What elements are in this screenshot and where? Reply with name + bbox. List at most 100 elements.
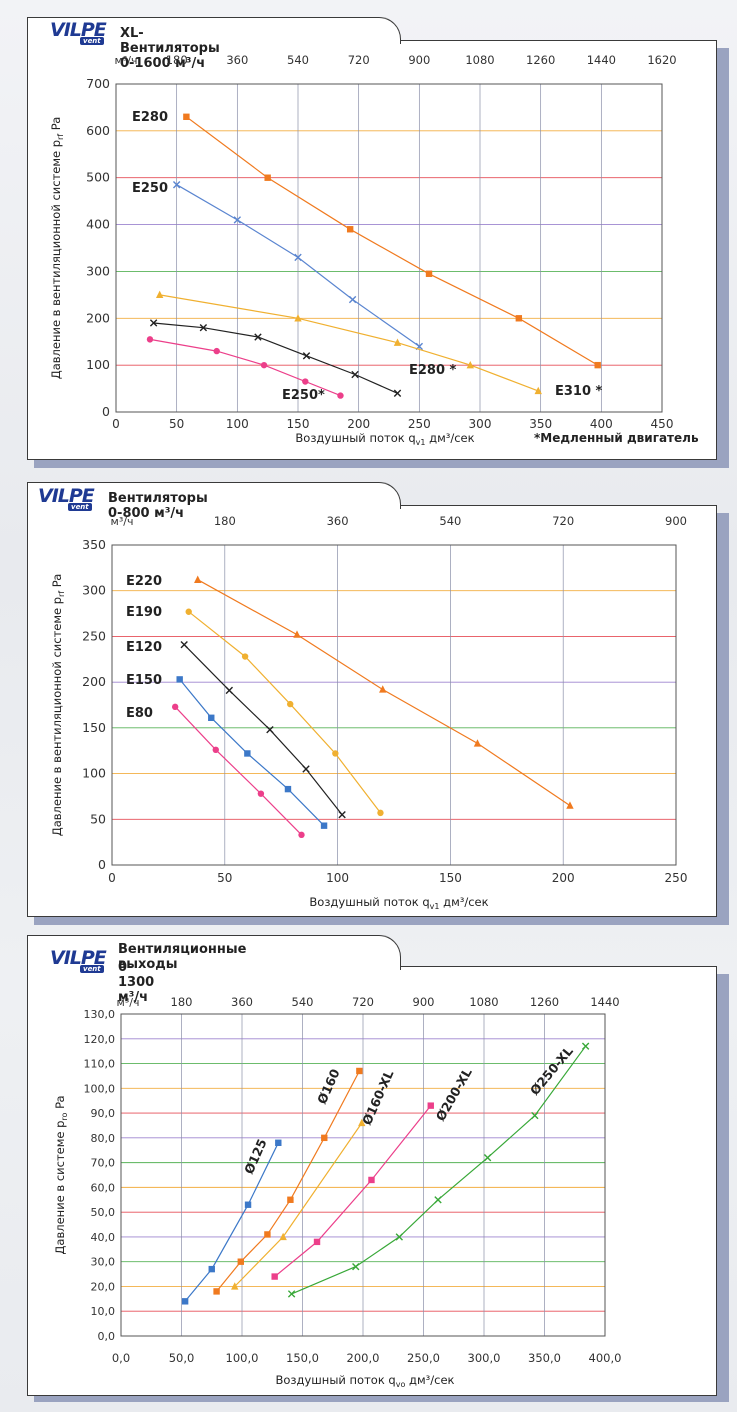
data-point-marker xyxy=(231,1282,239,1290)
series-line-e280 xyxy=(186,116,599,366)
series-label-e250: E250 xyxy=(132,181,168,196)
top-axis-tick-label: 720 xyxy=(552,514,574,528)
series-line-ø160 xyxy=(216,1070,360,1292)
y-tick-label: 500 xyxy=(86,170,110,185)
x-tick-label: 100,0 xyxy=(226,1351,259,1365)
y-tick-label: 90,0 xyxy=(91,1107,116,1120)
chart-subtitle: 0-1300 м³/ч xyxy=(118,960,155,1005)
y-tick-label: 300 xyxy=(82,583,106,598)
x-axis-label: Воздушный поток qvo дм³/сек xyxy=(275,1373,454,1389)
x-tick-label: 250 xyxy=(665,871,688,885)
data-point-marker xyxy=(393,389,402,397)
data-point-marker xyxy=(313,1238,321,1246)
x-axis-label: Воздушный поток qv1 дм³/сек xyxy=(309,895,488,911)
data-point-marker xyxy=(208,714,215,721)
top-axis-unit: м³/ч xyxy=(111,515,134,528)
x-tick-label: 150 xyxy=(287,417,310,431)
top-axis-tick-label: 1260 xyxy=(530,995,559,1009)
series-label-e280-slow: E280 * xyxy=(409,363,457,378)
top-axis-tick-label: 360 xyxy=(231,995,253,1009)
data-point-marker xyxy=(534,386,542,395)
top-axis-tick-label: 180 xyxy=(214,514,236,528)
data-point-marker xyxy=(213,347,220,355)
data-point-marker xyxy=(427,1102,434,1109)
y-tick-label: 200 xyxy=(82,674,106,689)
x-tick-label: 50 xyxy=(169,417,184,431)
series-line-e280 xyxy=(153,322,398,394)
data-point-marker xyxy=(185,608,192,615)
data-point-marker xyxy=(321,1134,328,1142)
data-point-marker xyxy=(254,333,262,341)
y-tick-label: 70,0 xyxy=(91,1157,116,1170)
chart-xl-fans: 0 100 200 300 400 500 600 700 0 50 100 150 200 250 300… xyxy=(49,53,699,447)
y-tick-label: 700 xyxy=(86,76,110,91)
top-axis-tick-label: 900 xyxy=(408,53,430,67)
series-label-e220: E220 xyxy=(126,574,162,589)
data-point-marker xyxy=(183,113,190,120)
y-tick-label: 300 xyxy=(86,263,110,278)
data-point-marker xyxy=(352,1262,360,1271)
y-tick-label: 50,0 xyxy=(91,1206,116,1219)
data-point-marker xyxy=(194,575,202,583)
data-point-marker xyxy=(176,676,183,683)
series-label-d250-xl: Ø250-XL xyxy=(527,1043,576,1097)
data-point-marker xyxy=(233,216,242,224)
vilpe-logo: VILPE xyxy=(38,485,95,507)
y-tick-label: 200 xyxy=(86,310,110,325)
data-point-marker xyxy=(279,1232,287,1241)
data-point-marker xyxy=(237,1258,244,1265)
chart-fans: 0 50 100 150 200 250 300 350 0 50 100 150 200 250 м³/ч… xyxy=(50,514,688,911)
chart-title: XL-Вентиляторы 0-1600 м³/ч xyxy=(120,26,220,71)
series-label-d160-xl: Ø160-XL xyxy=(359,1068,397,1128)
data-point-marker xyxy=(356,1067,363,1075)
data-point-marker xyxy=(293,630,301,638)
top-axis-tick-label: 1080 xyxy=(469,995,498,1009)
vilpe-logo-sub: vent xyxy=(68,503,92,511)
series-line-ø125 xyxy=(184,1142,279,1302)
y-axis-label: Давление в вентиляционной системе prf Pa xyxy=(50,574,66,837)
data-point-marker xyxy=(351,370,359,379)
data-point-marker xyxy=(284,785,292,793)
x-tick-label: 150,0 xyxy=(286,1351,319,1365)
chart-outlets: 0,0 10,0 20,0 30,0 40,0 50,0 60,0 70,0 80,0 90,0 1… xyxy=(53,995,621,1389)
x-tick-label: 350,0 xyxy=(528,1351,561,1365)
data-point-marker xyxy=(332,750,339,757)
y-tick-label: 250 xyxy=(82,628,106,643)
data-point-marker xyxy=(393,338,402,346)
series-line-e150 xyxy=(179,679,325,827)
data-point-marker xyxy=(264,174,271,181)
y-tick-label: 50 xyxy=(90,811,106,826)
data-point-marker xyxy=(466,360,474,369)
y-tick-label: 20,0 xyxy=(91,1280,116,1293)
data-point-marker xyxy=(180,640,188,649)
x-tick-label: 50 xyxy=(217,871,232,885)
data-point-marker xyxy=(348,295,357,304)
data-point-marker xyxy=(199,323,208,332)
x-tick-label: 350 xyxy=(529,417,552,431)
series-label-e80: E80 xyxy=(126,706,153,721)
y-tick-label: 40,0 xyxy=(91,1231,116,1244)
series-line-e80 xyxy=(174,706,302,836)
data-point-marker xyxy=(594,361,601,369)
x-tick-label: 50,0 xyxy=(169,1351,195,1365)
top-axis-unit: м³/ч xyxy=(115,54,138,67)
data-point-marker xyxy=(287,1196,294,1203)
top-axis-tick-label: 900 xyxy=(413,995,435,1009)
y-tick-label: 130,0 xyxy=(84,1008,116,1021)
y-tick-label: 10,0 xyxy=(91,1305,116,1318)
data-point-marker xyxy=(294,253,302,262)
vilpe-logo: VILPE xyxy=(50,19,107,41)
x-tick-label: 250,0 xyxy=(407,1351,440,1365)
data-point-marker xyxy=(581,1042,590,1050)
y-axis-label: Давление в вентиляционной системе prf Pa xyxy=(49,117,65,380)
data-point-marker xyxy=(531,1111,539,1120)
series-line-e310 xyxy=(159,294,539,392)
data-point-marker xyxy=(287,700,294,708)
top-axis-tick-label: 1260 xyxy=(526,53,555,67)
top-axis-tick-label: 1440 xyxy=(590,995,619,1009)
top-axis-tick-label: 180 xyxy=(171,995,193,1009)
plot-area-border xyxy=(115,83,663,413)
y-tick-label: 100 xyxy=(82,766,106,781)
x-tick-label: 250 xyxy=(408,417,431,431)
data-point-marker xyxy=(368,1176,375,1184)
